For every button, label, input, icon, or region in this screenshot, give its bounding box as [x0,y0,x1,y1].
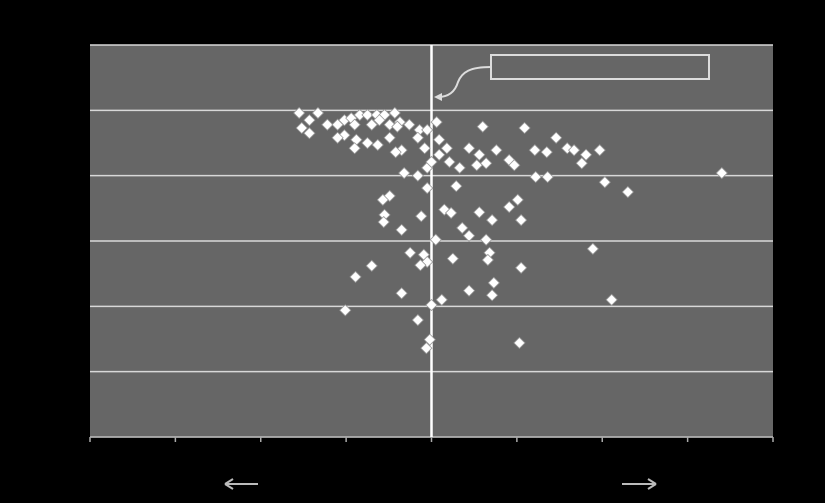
annotation-arrow [437,66,492,98]
point [515,261,528,274]
point [404,246,417,259]
point [339,304,352,317]
point [425,298,438,312]
point [446,252,459,265]
point [445,206,458,219]
point [371,138,384,152]
point [411,169,424,182]
point [391,120,404,133]
point [311,106,325,120]
point [421,182,434,195]
point [487,276,500,289]
point [579,148,593,161]
right-arrow [622,478,657,490]
point [423,333,436,346]
annotation-arrow-head [434,93,442,101]
point [486,289,499,302]
point [462,284,476,297]
point [462,142,476,155]
point [480,157,493,170]
point [395,287,408,300]
point [511,193,524,206]
point [433,148,446,161]
point [321,118,334,131]
point [403,118,416,131]
point [295,121,308,135]
point [568,144,581,157]
point [550,131,563,144]
point [414,259,427,272]
point [540,146,553,159]
point [377,215,390,229]
point [395,223,408,236]
point [361,108,374,121]
point [430,116,443,129]
point [303,127,316,140]
point [435,293,448,306]
point [425,155,438,169]
marks [89,44,774,442]
point [575,157,588,170]
point [473,206,486,219]
point [450,180,463,193]
point [348,118,361,131]
point [513,336,526,349]
point [420,342,433,355]
point [421,123,434,136]
point [529,170,542,184]
point [429,233,442,246]
point [715,166,728,180]
point [440,142,453,155]
point [541,170,554,184]
point [365,259,378,272]
point [348,142,361,155]
point [433,133,446,146]
left-arrow [224,478,258,490]
point [473,148,486,161]
point [456,221,469,234]
point [398,166,411,180]
point [480,233,493,246]
point [376,193,389,206]
point [388,106,401,120]
point [598,176,611,189]
point [462,229,476,242]
point [503,200,516,214]
point [293,106,306,120]
point [453,161,466,174]
point [593,144,606,157]
point [508,159,521,172]
point [443,155,456,169]
point [373,114,386,127]
point [331,131,344,144]
point [481,253,494,267]
point [361,136,374,150]
point [411,131,424,144]
point [518,121,531,135]
point [349,270,362,283]
point [490,144,503,157]
point [605,293,618,306]
point [528,144,541,157]
point [470,159,483,172]
point [621,185,634,199]
point [383,131,396,144]
point [411,313,424,327]
point [415,210,428,223]
point [389,146,402,159]
point [486,214,499,227]
point [365,118,378,131]
point [515,214,528,227]
point [476,120,489,133]
point [586,242,599,255]
point [418,142,431,155]
point [303,114,316,127]
